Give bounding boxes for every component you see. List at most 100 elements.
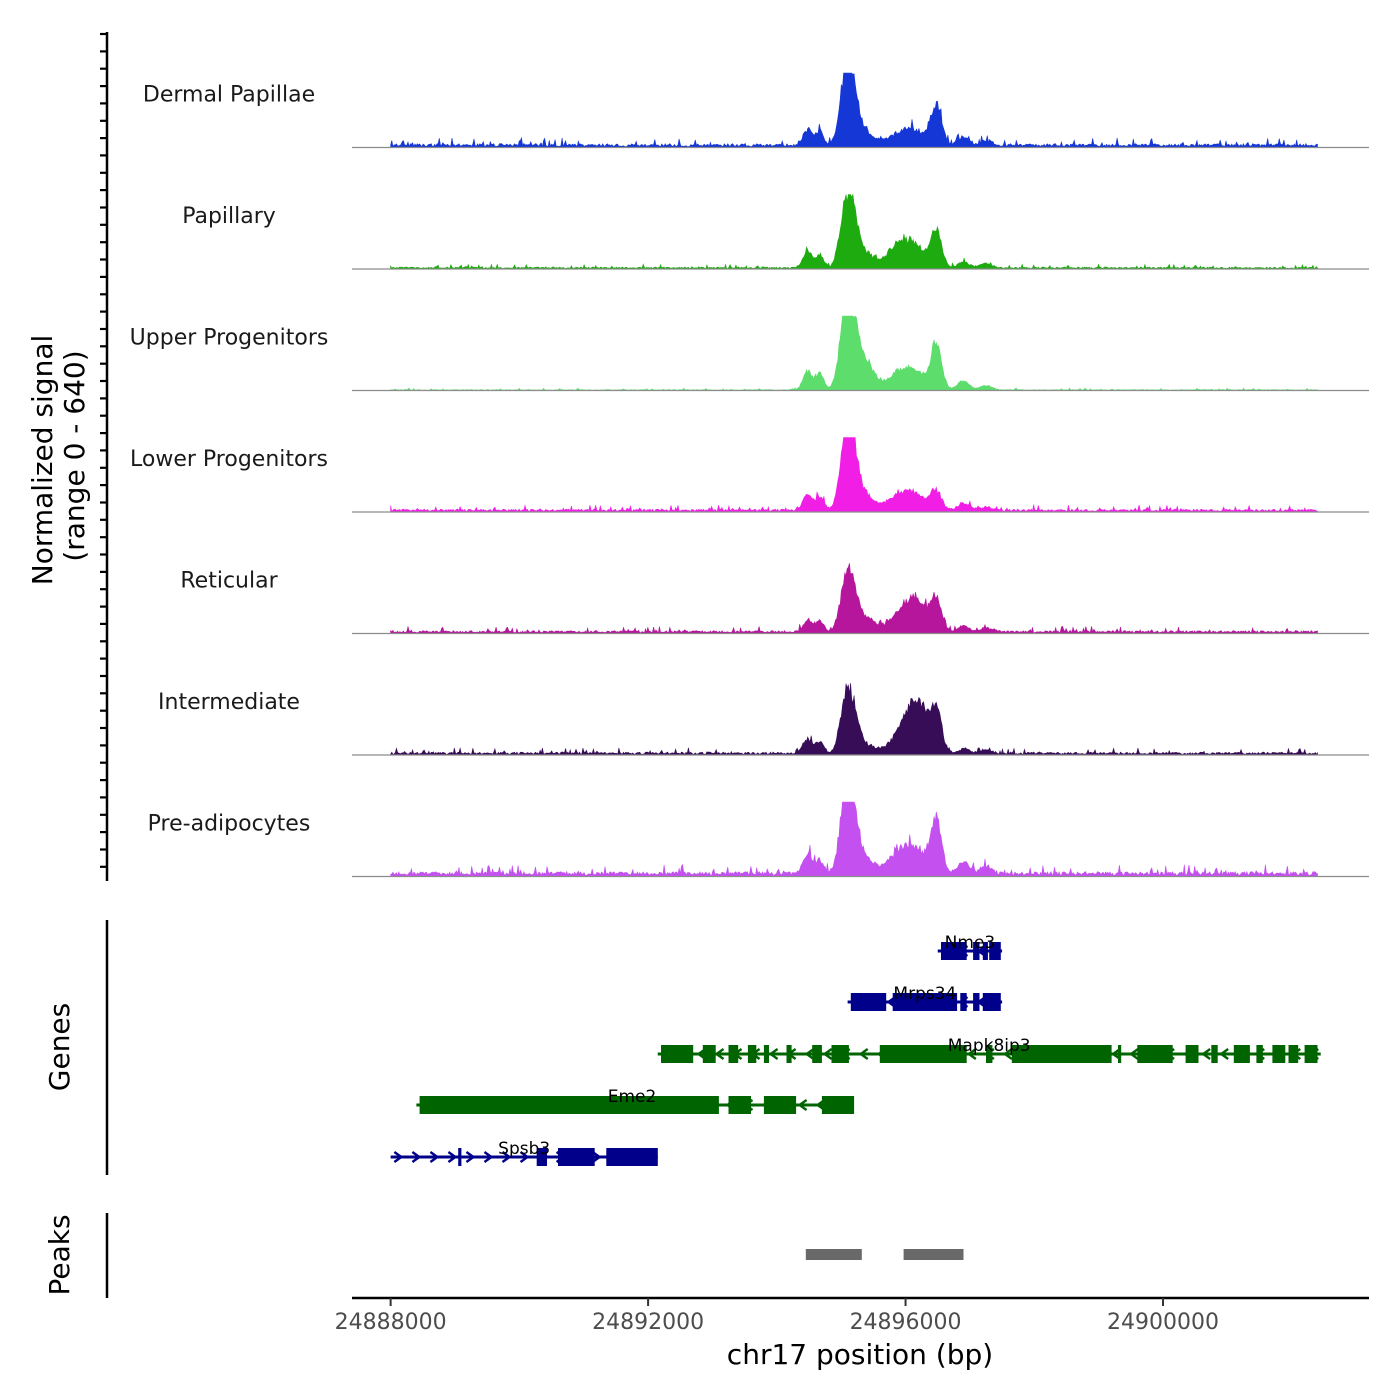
gene-label: Mapk8ip3 [948, 1036, 1031, 1056]
gene-exon [1137, 1045, 1173, 1063]
gene-exon [973, 942, 980, 960]
x-tick-label: 24896000 [850, 1310, 962, 1335]
peak-track [805, 1249, 964, 1260]
gene-exon [1185, 1045, 1199, 1063]
track-reticular: Reticular [180, 563, 1369, 635]
gene-exon [1304, 1045, 1318, 1063]
track-label: Intermediate [158, 690, 300, 715]
gene-exon [1233, 1045, 1250, 1063]
signal-area [390, 193, 1318, 270]
gene-exon [419, 1096, 719, 1114]
track-upper-progenitors: Upper Progenitors [130, 315, 1369, 392]
strand-arrow [797, 1099, 808, 1111]
strand-arrow [483, 1151, 494, 1163]
gene-exon [606, 1148, 658, 1166]
gene-mapk8ip3: Mapk8ip3 [657, 1036, 1321, 1063]
peak-region [903, 1249, 964, 1260]
signal-area [390, 437, 1318, 513]
strand-arrow [1002, 1048, 1013, 1060]
gene-exon [986, 1045, 993, 1063]
signal-area [390, 563, 1318, 634]
gene-spsb3: Spsb3 [390, 1139, 658, 1166]
strand-arrow [591, 1151, 602, 1163]
signal-area [390, 801, 1318, 877]
x-axis-title: chr17 position (bp) [727, 1338, 993, 1371]
x-tick-label: 24888000 [335, 1310, 447, 1335]
gene-exon [728, 1096, 751, 1114]
gene-label: Eme2 [608, 1087, 657, 1107]
gene-exon [728, 1045, 739, 1063]
gene-exon [960, 993, 967, 1011]
signal-area [390, 683, 1318, 756]
gene-exon [892, 993, 958, 1011]
signal-y-axis-ticks [100, 32, 107, 868]
y-axis-title-line1: Normalized signal [26, 335, 59, 586]
gene-exon [1256, 1045, 1263, 1063]
signal-tracks: Dermal Papillae Papillary Upper Progenitor… [130, 72, 1369, 878]
track-lower-progenitors: Lower Progenitors [130, 437, 1369, 513]
gene-exon [1011, 1045, 1112, 1063]
strand-arrow [519, 1151, 530, 1163]
gene-exon [747, 1045, 757, 1063]
strand-arrow [966, 1048, 977, 1060]
strand-arrow [804, 1048, 815, 1060]
gene-exon [536, 1148, 547, 1166]
gene-exon [661, 1045, 694, 1063]
track-label: Upper Progenitors [130, 326, 329, 351]
gene-track: Nme3 Mrps34 Mapk8ip3 Eme2 Spsb3 [390, 933, 1321, 1166]
strand-arrow [429, 1151, 440, 1163]
gene-exon [812, 1045, 822, 1063]
track-intermediate: Intermediate [158, 683, 1369, 756]
gene-label: Mrps34 [893, 984, 956, 1004]
gene-exon [1118, 1045, 1122, 1063]
gene-exon [1272, 1045, 1286, 1063]
strand-arrow [447, 1151, 458, 1163]
peak-region [805, 1249, 862, 1260]
x-tick-label: 24900000 [1107, 1310, 1219, 1335]
track-label: Reticular [180, 569, 278, 594]
track-dermal-papillae: Dermal Papillae [143, 72, 1369, 149]
strand-arrow [393, 1151, 404, 1163]
gene-exon [982, 942, 988, 960]
gene-exon [763, 1096, 797, 1114]
track-label: Dermal Papillae [143, 83, 315, 108]
strand-arrow [411, 1151, 422, 1163]
track-label: Papillary [182, 204, 276, 229]
gene-label: Nme3 [945, 933, 996, 953]
track-papillary: Papillary [182, 193, 1369, 270]
gene-exon [763, 1045, 769, 1063]
gene-exon [821, 1096, 855, 1114]
gene-exon [879, 1045, 967, 1063]
gene-exon [786, 1045, 792, 1063]
gene-exon [989, 942, 1001, 960]
genes-axis-title: Genes [43, 1003, 76, 1091]
gene-exon [458, 1148, 462, 1166]
track-pre-adipocytes: Pre-adipocytes [148, 801, 1369, 878]
strand-arrow [822, 1048, 833, 1060]
x-axis: 24888000 24892000 24896000 24900000 [335, 1298, 1219, 1335]
gene-exon [982, 993, 1001, 1011]
gene-exon [941, 942, 967, 960]
strand-arrow [1201, 1048, 1211, 1060]
strand-arrow [501, 1151, 512, 1163]
gene-exon [850, 993, 887, 1011]
strand-arrow [1128, 1048, 1139, 1060]
track-label: Lower Progenitors [130, 447, 328, 472]
strand-arrow [1219, 1048, 1229, 1060]
strand-arrow [858, 1048, 869, 1060]
peaks-axis-title: Peaks [43, 1214, 76, 1295]
gene-exon [1288, 1045, 1299, 1063]
strand-arrow [465, 1151, 476, 1163]
gene-mrps34: Mrps34 [847, 984, 1003, 1011]
gene-nme3: Nme3 [937, 933, 1003, 960]
gene-label: Spsb3 [498, 1139, 550, 1159]
gene-exon [831, 1045, 849, 1063]
strand-arrow [714, 1048, 725, 1060]
gene-exon [1211, 1045, 1218, 1063]
strand-arrow [768, 1048, 779, 1060]
track-label: Pre-adipocytes [148, 812, 311, 837]
signal-area [390, 72, 1318, 148]
gene-exon [558, 1148, 595, 1166]
y-axis-title-line2: (range 0 - 640) [58, 350, 91, 561]
